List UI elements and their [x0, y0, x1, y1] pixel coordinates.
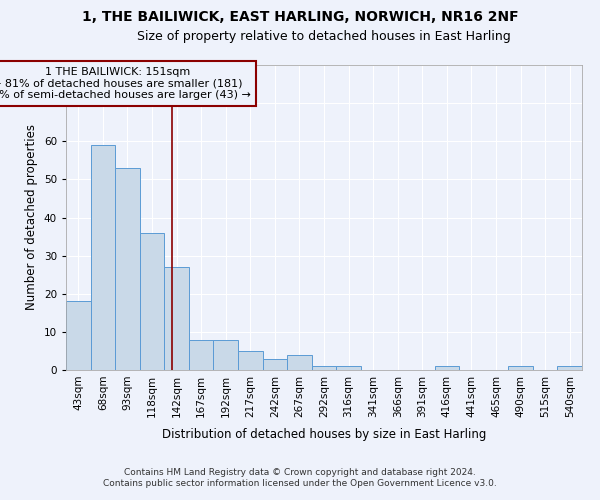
Bar: [189, 340, 214, 370]
Bar: [91, 145, 115, 370]
Text: 1, THE BAILIWICK, EAST HARLING, NORWICH, NR16 2NF: 1, THE BAILIWICK, EAST HARLING, NORWICH,…: [82, 10, 518, 24]
Bar: [263, 358, 287, 370]
Text: 1 THE BAILIWICK: 151sqm
← 81% of detached houses are smaller (181)
19% of semi-d: 1 THE BAILIWICK: 151sqm ← 81% of detache…: [0, 67, 251, 100]
Bar: [66, 302, 91, 370]
Bar: [508, 366, 533, 370]
Bar: [336, 366, 361, 370]
Bar: [164, 267, 189, 370]
Bar: [557, 366, 582, 370]
Bar: [140, 233, 164, 370]
Bar: [214, 340, 238, 370]
Title: Size of property relative to detached houses in East Harling: Size of property relative to detached ho…: [137, 30, 511, 43]
Bar: [115, 168, 140, 370]
Y-axis label: Number of detached properties: Number of detached properties: [25, 124, 38, 310]
Bar: [312, 366, 336, 370]
Bar: [287, 355, 312, 370]
Bar: [434, 366, 459, 370]
X-axis label: Distribution of detached houses by size in East Harling: Distribution of detached houses by size …: [162, 428, 486, 441]
Text: Contains HM Land Registry data © Crown copyright and database right 2024.
Contai: Contains HM Land Registry data © Crown c…: [103, 468, 497, 487]
Bar: [238, 351, 263, 370]
